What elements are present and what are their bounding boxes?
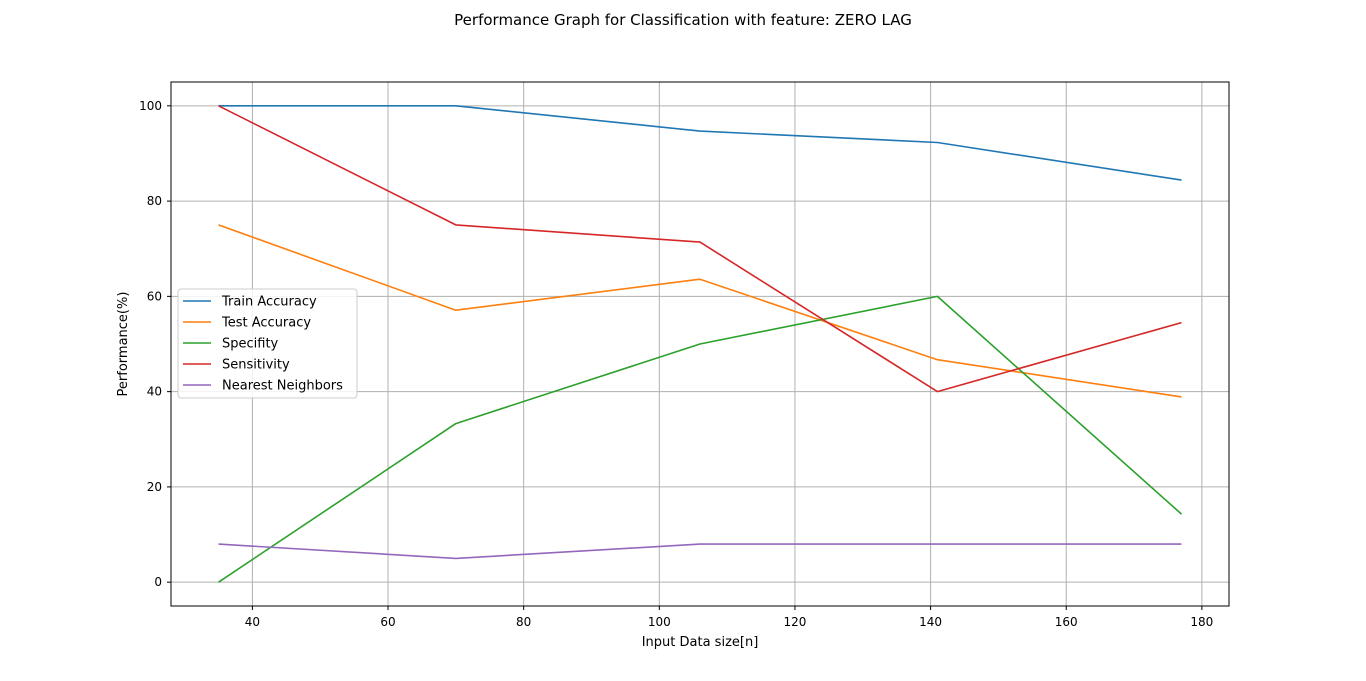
y-tick-label: 20 — [147, 480, 162, 494]
legend-label: Nearest Neighbors — [222, 379, 343, 394]
x-tick-label: 120 — [783, 615, 806, 629]
axis-ticks: 40 60 80 100 120 140 160 180 0 20 40 60 80 100 — [139, 99, 1213, 629]
legend-label: Test Accuracy — [221, 316, 311, 331]
series-line-sensitivity — [218, 105, 1182, 393]
x-axis-label: Input Data size[n] — [642, 635, 759, 650]
x-tick-label: 140 — [919, 615, 942, 629]
legend-label: Sensitivity — [222, 358, 290, 373]
series-line-test-accuracy — [218, 224, 1182, 398]
y-tick-label: 0 — [154, 575, 162, 589]
x-tick-label: 80 — [516, 615, 531, 629]
x-tick-label: 180 — [1190, 615, 1213, 629]
y-tick-label: 40 — [147, 385, 162, 399]
x-tick-label: 100 — [648, 615, 671, 629]
axes-frame — [170, 81, 1230, 607]
chart-title: Performance Graph for Classification wit… — [454, 11, 912, 29]
series-line-specifity — [218, 295, 1183, 583]
y-axis-label: Performance(%) — [116, 292, 131, 397]
legend-box — [177, 288, 358, 399]
y-tick-label: 100 — [139, 99, 162, 113]
legend: Train Accuracy Test Accuracy Specifity Sens… — [177, 288, 358, 399]
series-lines — [218, 105, 1183, 583]
legend-label: Train Accuracy — [221, 295, 317, 310]
series-line-train-accuracy — [218, 105, 1182, 181]
y-tick-label: 80 — [147, 194, 162, 208]
y-tick-label: 60 — [147, 289, 162, 303]
series-line-nearest-neighbors — [218, 543, 1182, 560]
x-tick-label: 40 — [245, 615, 260, 629]
legend-label: Specifity — [222, 337, 279, 352]
x-tick-label: 160 — [1055, 615, 1078, 629]
x-tick-label: 60 — [380, 615, 395, 629]
